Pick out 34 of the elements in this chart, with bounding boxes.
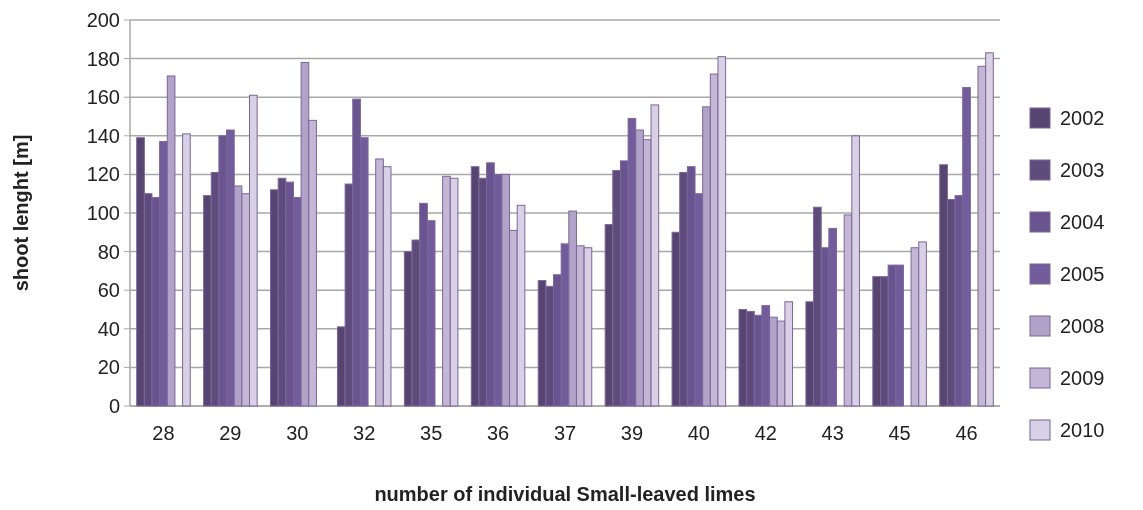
x-axis-title: number of individual Small-leaved limes <box>374 483 756 505</box>
y-tick-label: 80 <box>97 240 120 263</box>
legend-label: 2009 <box>1060 367 1105 389</box>
x-tick-label: 35 <box>420 422 443 444</box>
x-tick-label: 46 <box>955 422 978 444</box>
x-tick-label: 39 <box>620 422 644 444</box>
y-tick-label: 100 <box>86 202 120 224</box>
y-tick-label: 20 <box>97 356 120 379</box>
y-tick-label: 200 <box>86 9 120 31</box>
legend-label: 2002 <box>1060 107 1105 129</box>
y-tick-label: 120 <box>86 163 120 186</box>
y-tick-label: 40 <box>97 317 120 340</box>
x-tick-label: 30 <box>286 422 309 444</box>
legend-label: 2004 <box>1060 211 1105 233</box>
y-tick-label: 180 <box>86 47 120 70</box>
legend-label: 2008 <box>1060 315 1105 337</box>
x-tick-label: 29 <box>219 422 242 444</box>
legend-label: 2003 <box>1060 159 1105 181</box>
x-tick-label: 43 <box>821 422 844 444</box>
x-tick-label: 32 <box>353 422 376 444</box>
x-tick-label: 45 <box>888 422 911 444</box>
y-tick-label: 140 <box>86 124 120 147</box>
y-tick-label: 160 <box>86 86 120 109</box>
y-axis-title: shoot lenght [m] <box>10 134 32 292</box>
y-tick-label: 60 <box>97 279 120 302</box>
x-tick-label: 37 <box>553 422 577 444</box>
x-tick-label: 28 <box>152 422 175 444</box>
legend-label: 2010 <box>1060 419 1105 441</box>
x-tick-label: 42 <box>754 422 777 444</box>
y-tick-label: 0 <box>108 395 120 417</box>
bar <box>182 133 191 407</box>
x-tick-label: 36 <box>486 422 510 444</box>
x-tick-label: 40 <box>687 422 710 444</box>
legend-label: 2005 <box>1060 263 1105 285</box>
